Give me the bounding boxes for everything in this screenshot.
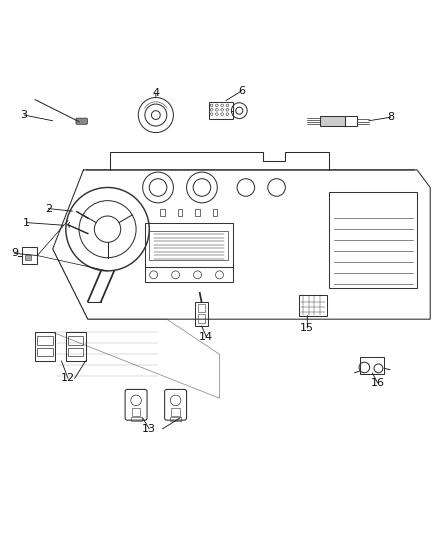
Bar <box>145 268 232 282</box>
Bar <box>131 417 141 421</box>
Text: 3: 3 <box>21 110 28 120</box>
Bar <box>160 209 164 216</box>
Bar <box>212 209 217 216</box>
Bar <box>35 333 55 361</box>
Bar <box>131 408 140 416</box>
FancyBboxPatch shape <box>76 118 87 124</box>
Text: 1: 1 <box>23 217 30 228</box>
Bar <box>68 348 83 357</box>
Text: 2: 2 <box>45 204 52 214</box>
Bar <box>344 116 356 126</box>
Bar <box>22 247 37 264</box>
Text: 4: 4 <box>152 88 159 98</box>
Bar <box>68 336 83 345</box>
Text: 16: 16 <box>370 378 384 388</box>
Bar <box>37 336 53 345</box>
Text: 13: 13 <box>142 424 156 434</box>
Bar <box>170 417 181 421</box>
Bar <box>177 209 182 216</box>
Text: 6: 6 <box>237 86 244 96</box>
Bar <box>171 408 180 416</box>
Bar <box>320 116 344 126</box>
Bar <box>195 302 207 326</box>
Text: 8: 8 <box>386 112 393 122</box>
Bar <box>37 348 53 357</box>
Text: 15: 15 <box>300 323 314 333</box>
Bar <box>145 223 232 266</box>
Bar <box>197 304 205 312</box>
Bar <box>208 102 232 119</box>
Bar <box>328 192 416 288</box>
Text: 14: 14 <box>199 332 213 342</box>
Bar <box>298 295 326 316</box>
Bar <box>359 357 383 374</box>
Text: 12: 12 <box>61 374 75 383</box>
Bar <box>25 255 31 260</box>
Text: 9: 9 <box>11 248 18 259</box>
Bar <box>66 333 85 361</box>
Bar <box>195 209 199 216</box>
Bar <box>149 231 228 260</box>
Bar <box>197 314 205 322</box>
